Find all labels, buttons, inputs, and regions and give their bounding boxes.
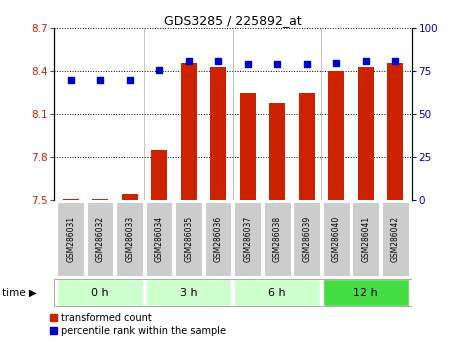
Text: GSM286034: GSM286034: [155, 216, 164, 262]
Point: [333, 60, 340, 65]
FancyBboxPatch shape: [264, 201, 290, 276]
Bar: [298, 93, 315, 200]
Title: GDS3285 / 225892_at: GDS3285 / 225892_at: [164, 14, 302, 27]
Bar: [269, 103, 285, 200]
Bar: [358, 67, 374, 200]
Text: GSM286038: GSM286038: [273, 216, 282, 262]
Text: 0 h: 0 h: [91, 288, 109, 298]
FancyBboxPatch shape: [116, 201, 143, 276]
Point: [303, 62, 310, 67]
Text: 12 h: 12 h: [353, 288, 378, 298]
Bar: [122, 194, 138, 200]
Bar: [62, 199, 79, 200]
Legend: transformed count, percentile rank within the sample: transformed count, percentile rank withi…: [50, 313, 227, 336]
Point: [214, 58, 222, 64]
Bar: [328, 71, 344, 200]
FancyBboxPatch shape: [175, 201, 202, 276]
FancyBboxPatch shape: [382, 201, 409, 276]
FancyBboxPatch shape: [323, 201, 350, 276]
Text: time ▶: time ▶: [2, 288, 37, 298]
Text: GSM286036: GSM286036: [214, 216, 223, 262]
FancyBboxPatch shape: [146, 201, 173, 276]
FancyBboxPatch shape: [323, 279, 409, 307]
FancyBboxPatch shape: [146, 279, 231, 307]
Bar: [240, 93, 256, 200]
Point: [96, 77, 104, 83]
Bar: [387, 63, 403, 200]
Bar: [181, 63, 197, 200]
Text: 3 h: 3 h: [180, 288, 198, 298]
Point: [392, 58, 399, 64]
Text: GSM286032: GSM286032: [96, 216, 105, 262]
Text: GSM286040: GSM286040: [332, 216, 341, 262]
FancyBboxPatch shape: [205, 201, 231, 276]
Text: GSM286041: GSM286041: [361, 216, 370, 262]
FancyBboxPatch shape: [57, 201, 84, 276]
FancyBboxPatch shape: [293, 201, 320, 276]
FancyBboxPatch shape: [235, 201, 261, 276]
Point: [185, 58, 193, 64]
FancyBboxPatch shape: [57, 279, 143, 307]
Text: GSM286033: GSM286033: [125, 216, 134, 262]
Bar: [151, 150, 167, 200]
Point: [362, 58, 369, 64]
Text: 6 h: 6 h: [268, 288, 286, 298]
Point: [126, 77, 133, 83]
Text: GSM286035: GSM286035: [184, 216, 193, 262]
Point: [156, 67, 163, 72]
FancyBboxPatch shape: [352, 201, 379, 276]
Text: GSM286031: GSM286031: [66, 216, 75, 262]
Text: GSM286039: GSM286039: [302, 216, 311, 262]
Point: [67, 77, 74, 83]
FancyBboxPatch shape: [235, 279, 320, 307]
FancyBboxPatch shape: [87, 201, 114, 276]
Bar: [92, 199, 108, 200]
Text: GSM286037: GSM286037: [243, 216, 252, 262]
Text: GSM286042: GSM286042: [391, 216, 400, 262]
Bar: [210, 67, 226, 200]
Point: [273, 62, 281, 67]
Point: [244, 62, 252, 67]
